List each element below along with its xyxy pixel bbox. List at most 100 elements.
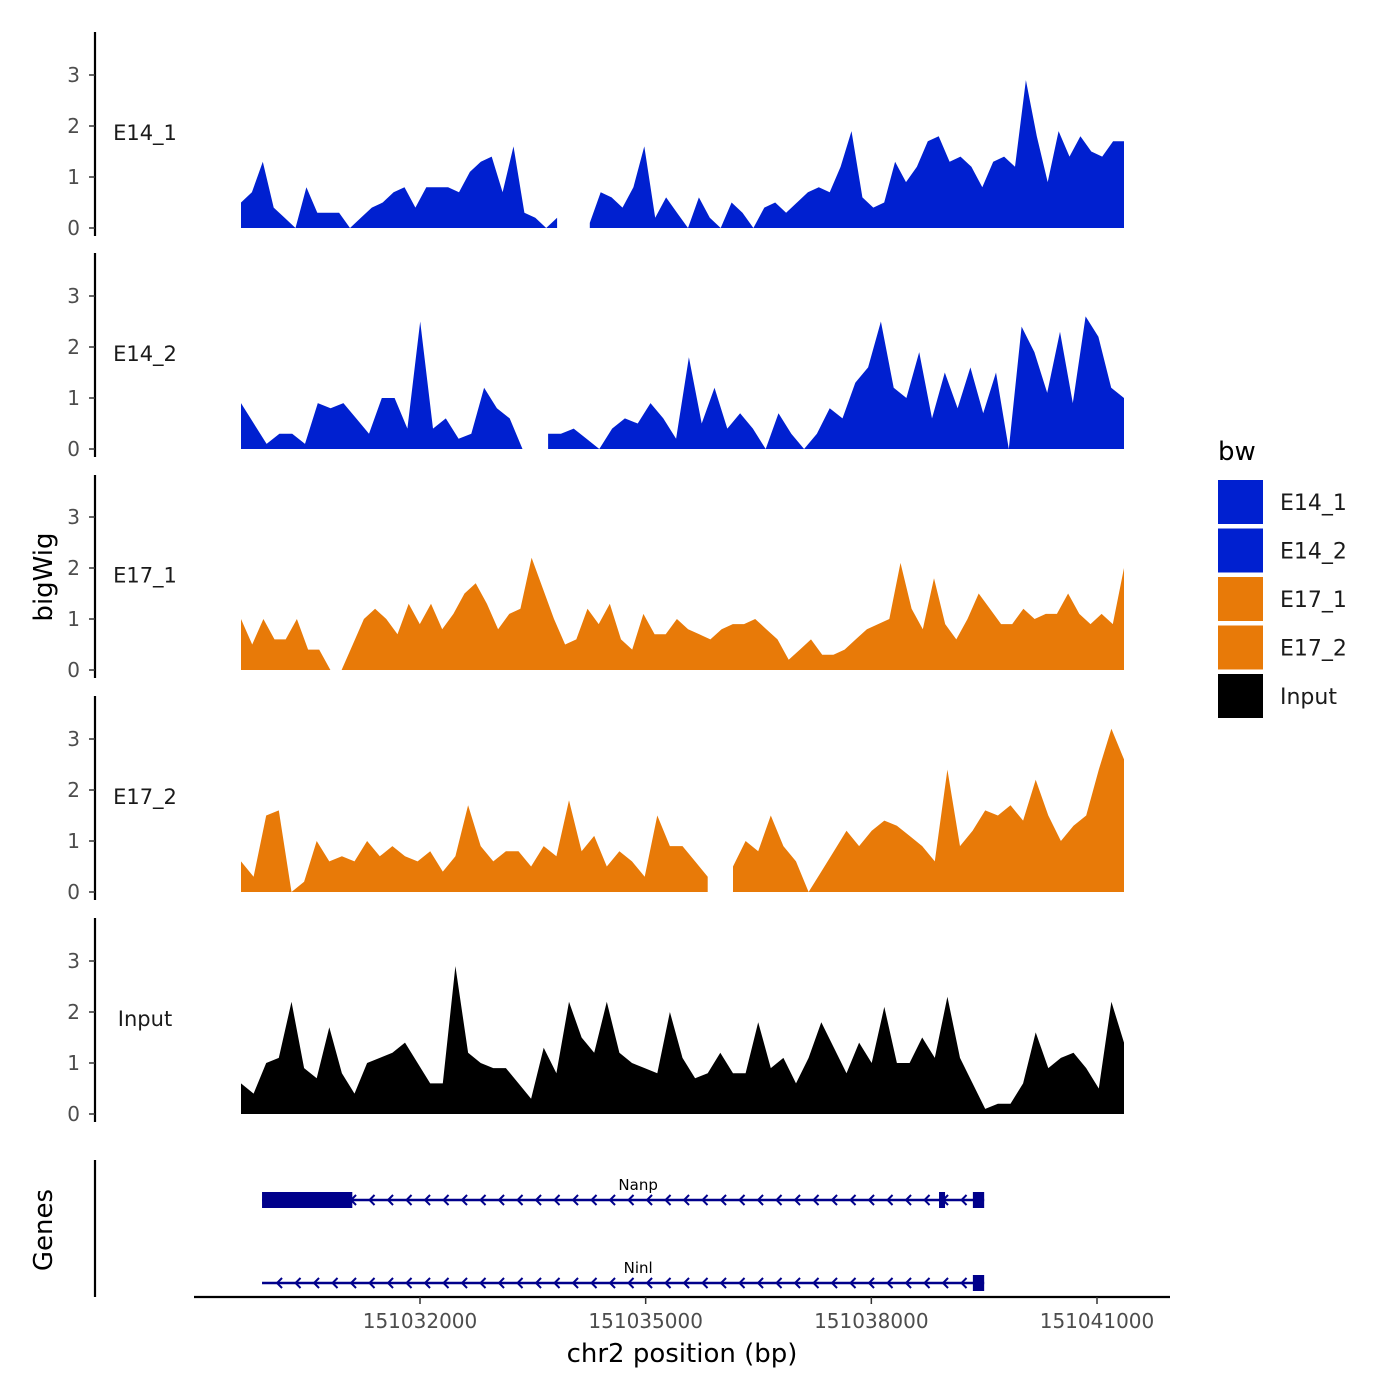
legend-key-e14_1	[1218, 480, 1263, 524]
strand-arrow	[830, 1277, 838, 1289]
exon-ninl-0	[972, 1275, 985, 1291]
y-tick-label: 3	[67, 284, 80, 308]
area-e14_1-segment-0	[241, 146, 558, 228]
x-tick-label: 151041000	[1040, 1309, 1155, 1333]
y-tick-label: 1	[67, 1051, 80, 1075]
y-tick-label: 1	[67, 607, 80, 631]
gene-label-ninl: Ninl	[624, 1259, 653, 1277]
y-tick-label: 0	[67, 1102, 80, 1126]
x-tick-label: 151035000	[588, 1309, 703, 1333]
legend-title: bw	[1218, 437, 1256, 467]
track-label-e14_1: E14_1	[113, 121, 177, 146]
area-e14_1-segment-1	[589, 80, 1124, 228]
strand-arrow	[682, 1194, 690, 1206]
track-label-input: Input	[118, 1007, 172, 1031]
y-tick-label: 1	[67, 386, 80, 410]
strand-arrow	[571, 1277, 579, 1289]
strand-arrow	[701, 1277, 709, 1289]
strand-arrow	[386, 1277, 394, 1289]
strand-arrow	[941, 1277, 949, 1289]
strand-arrow	[960, 1194, 968, 1206]
y-tick-label: 2	[67, 556, 80, 580]
strand-arrow	[904, 1194, 912, 1206]
strand-arrow	[664, 1194, 672, 1206]
y-tick-label: 0	[67, 216, 80, 240]
strand-arrow	[405, 1194, 413, 1206]
strand-arrow	[460, 1277, 468, 1289]
strand-arrow	[497, 1277, 505, 1289]
exon-nanp-2	[972, 1192, 985, 1208]
strand-arrow	[479, 1194, 487, 1206]
strand-arrow	[349, 1277, 357, 1289]
x-axis-title: chr2 position (bp)	[567, 1339, 798, 1369]
area-e14_2-segment-1	[548, 316, 1124, 449]
strand-arrow	[368, 1277, 376, 1289]
y-tick-label: 2	[67, 114, 80, 138]
legend-key-input	[1218, 674, 1263, 718]
strand-arrow	[886, 1194, 894, 1206]
strand-arrow	[368, 1194, 376, 1206]
exon-nanp-0	[262, 1192, 353, 1208]
area-e17_2-segment-0	[241, 800, 708, 892]
area-e14_2-segment-0	[241, 321, 523, 449]
strand-arrow	[331, 1277, 339, 1289]
strand-arrow	[571, 1194, 579, 1206]
legend-key-e17_2	[1218, 625, 1263, 670]
legend-label-e14_1: E14_1	[1280, 491, 1347, 516]
strand-arrow	[793, 1194, 801, 1206]
track-label-e14_2: E14_2	[113, 342, 177, 367]
strand-arrow	[645, 1277, 653, 1289]
strand-arrow	[812, 1194, 820, 1206]
y-tick-label: 0	[67, 437, 80, 461]
track-label-e17_1: E17_1	[113, 563, 177, 588]
strand-arrow	[775, 1194, 783, 1206]
strand-arrow	[904, 1277, 912, 1289]
strand-arrow	[719, 1194, 727, 1206]
y-tick-label: 1	[67, 165, 80, 189]
genes-axis-title: Genes	[29, 1189, 59, 1271]
strand-arrow	[682, 1277, 690, 1289]
strand-arrow	[627, 1194, 635, 1206]
strand-arrow	[923, 1277, 931, 1289]
strand-arrow	[553, 1277, 561, 1289]
area-input-segment-0	[241, 966, 1124, 1114]
strand-arrow	[867, 1277, 875, 1289]
strand-arrow	[405, 1277, 413, 1289]
strand-arrow	[867, 1194, 875, 1206]
strand-arrow	[386, 1194, 394, 1206]
strand-arrow	[701, 1194, 709, 1206]
strand-arrow	[960, 1277, 968, 1289]
strand-arrow	[812, 1277, 820, 1289]
strand-arrow	[553, 1194, 561, 1206]
legend-key-e17_1	[1218, 577, 1263, 621]
strand-arrow	[793, 1277, 801, 1289]
area-e17_2-segment-1	[733, 728, 1124, 892]
strand-arrow	[479, 1277, 487, 1289]
strand-arrow	[442, 1277, 450, 1289]
strand-arrow	[590, 1194, 598, 1206]
strand-arrow	[775, 1277, 783, 1289]
strand-arrow	[738, 1194, 746, 1206]
y-tick-label: 2	[67, 778, 80, 802]
strand-arrow	[627, 1277, 635, 1289]
y-axis-title: bigWig	[29, 532, 59, 621]
strand-arrow	[516, 1194, 524, 1206]
strand-arrow	[756, 1194, 764, 1206]
strand-arrow	[923, 1194, 931, 1206]
y-tick-label: 0	[67, 880, 80, 904]
strand-arrow	[608, 1194, 616, 1206]
legend-key-e14_2	[1218, 528, 1263, 573]
strand-arrow	[830, 1194, 838, 1206]
y-tick-label: 2	[67, 1000, 80, 1024]
y-tick-label: 3	[67, 505, 80, 529]
strand-arrow	[534, 1194, 542, 1206]
strand-arrow	[442, 1194, 450, 1206]
y-tick-label: 3	[67, 63, 80, 87]
strand-arrow	[294, 1277, 302, 1289]
strand-arrow	[275, 1277, 283, 1289]
exon-nanp-1	[939, 1192, 946, 1208]
area-e17_1-segment-0	[241, 557, 1124, 670]
strand-arrow	[886, 1277, 894, 1289]
x-tick-label: 151038000	[814, 1309, 929, 1333]
